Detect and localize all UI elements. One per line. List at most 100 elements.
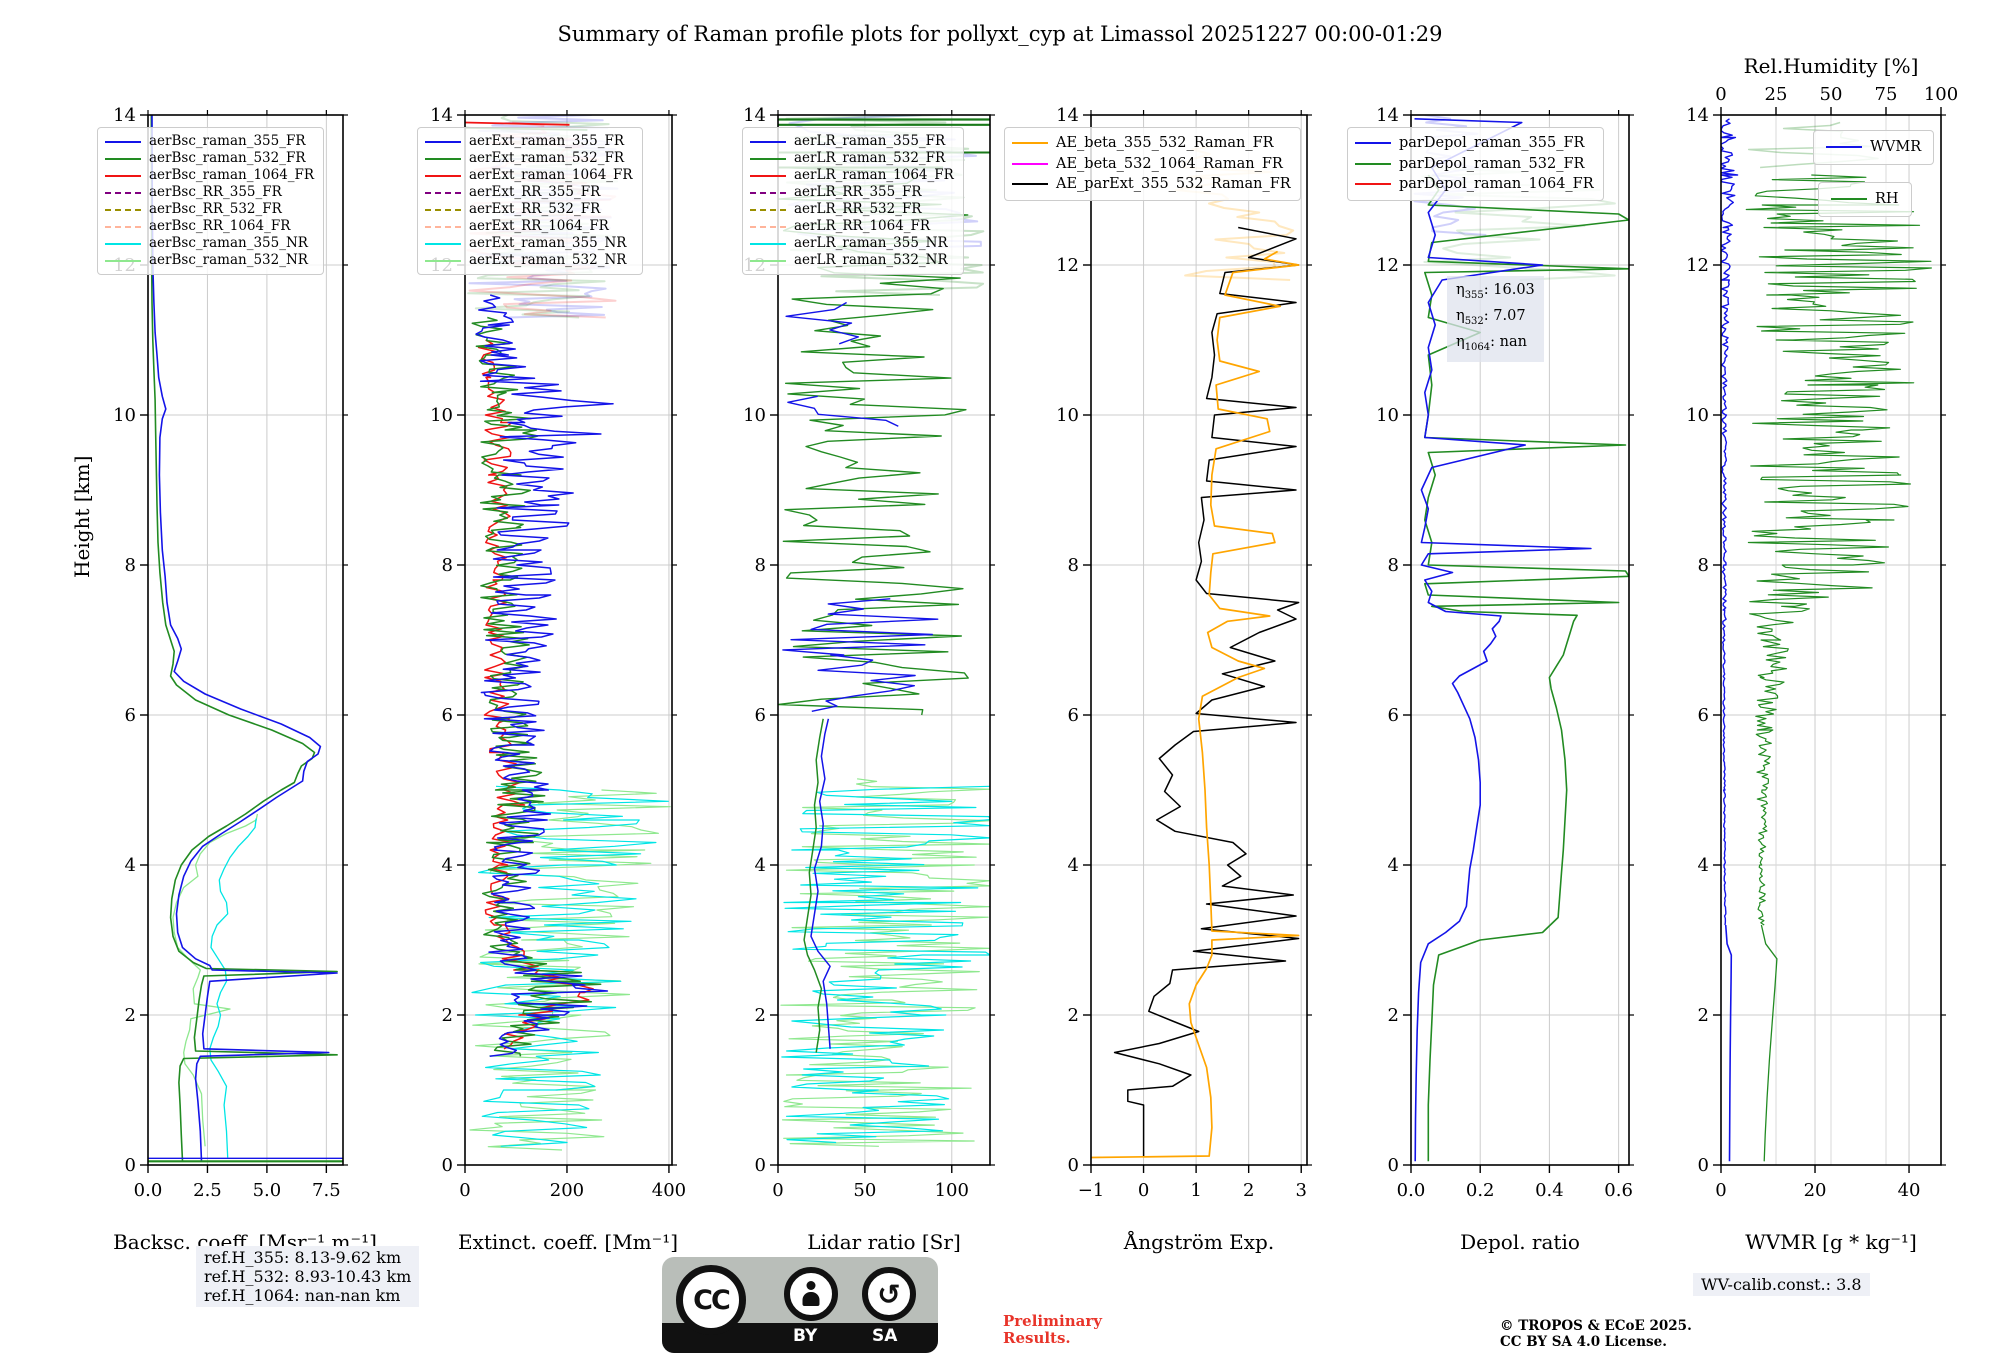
svg-text:8: 8: [442, 555, 453, 576]
legend-item: aerExt_raman_532_NR: [425, 252, 633, 269]
svg-text:400: 400: [652, 1180, 686, 1201]
svg-text:14: 14: [1376, 105, 1399, 126]
ref-h-355: ref.H_355: 8.13-9.62 km: [204, 1248, 402, 1267]
legend-label: parDepol_raman_355_FR: [1399, 135, 1585, 151]
legend-wvmr-wvmr: WVMR: [1813, 130, 1935, 165]
svg-text:0: 0: [1715, 84, 1726, 105]
legend-line-sample: [750, 157, 786, 160]
svg-text:10: 10: [743, 405, 766, 426]
top-axis-label-rh: Rel.Humidity [%]: [1743, 54, 1919, 78]
legend-line-sample: [105, 157, 141, 160]
badge-sa-label: SA: [872, 1326, 898, 1346]
legend-item: aerBsc_raman_1064_FR: [105, 167, 314, 184]
legend-item: aerExt_raman_1064_FR: [425, 167, 633, 184]
ref-h-532: ref.H_532: 8.93-10.43 km: [204, 1267, 412, 1286]
svg-text:25: 25: [1765, 84, 1788, 105]
svg-text:12: 12: [1376, 255, 1399, 276]
series-WVMR: [1721, 118, 1739, 926]
svg-text:10: 10: [1686, 405, 1709, 426]
legend-line-sample: [1831, 198, 1867, 201]
svg-text:3: 3: [1295, 1180, 1306, 1201]
legend-line-sample: [1355, 183, 1391, 186]
legend-label: AE_beta_532_1064_Raman_FR: [1056, 155, 1283, 172]
series-RH_low: [1760, 924, 1778, 1162]
svg-text:6: 6: [1388, 705, 1399, 726]
share-alike-icon: ↺: [862, 1267, 916, 1321]
x-axis-label-angstroem: Ångström Exp.: [1123, 1230, 1275, 1254]
legend-item: AE_beta_532_1064_Raman_FR: [1012, 154, 1291, 175]
legend-label: parDepol_raman_532_FR: [1399, 155, 1585, 172]
svg-text:2: 2: [1068, 1005, 1079, 1026]
series-aerLR_raman_532_FR_low: [803, 718, 824, 1053]
legend-label: parDepol_raman_1064_FR: [1399, 176, 1594, 192]
svg-text:2: 2: [125, 1005, 136, 1026]
legend-line-sample: [425, 157, 461, 160]
series-aerExt_raman_532_NR: [469, 789, 671, 1151]
x-axis-label-extinction: Extinct. coeff. [Mm⁻¹]: [457, 1230, 679, 1254]
legend-line-sample: [425, 208, 461, 211]
legend-label: aerExt_RR_355_FR: [469, 184, 601, 200]
legend-line-sample: [105, 174, 141, 177]
series-aerBsc_raman_355_FR: [151, 115, 338, 1162]
svg-text:40: 40: [1898, 1180, 1921, 1201]
legend-label: AE_parExt_355_532_Raman_FR: [1056, 176, 1291, 192]
legend-label: aerLR_raman_532_NR: [794, 252, 948, 268]
series-aerLR_raman_355_FR_up1: [782, 598, 939, 712]
svg-text:8: 8: [1068, 555, 1079, 576]
svg-text:200: 200: [550, 1180, 584, 1201]
svg-text:50: 50: [1820, 84, 1843, 105]
svg-text:0: 0: [1715, 1180, 1726, 1201]
svg-text:4: 4: [1698, 855, 1709, 876]
legend-label: AE_beta_355_532_Raman_FR: [1056, 135, 1274, 151]
badge-by-label: BY: [793, 1326, 818, 1346]
svg-text:100: 100: [935, 1180, 969, 1201]
legend-item: aerExt_RR_532_FR: [425, 201, 633, 218]
legend-label: aerLR_RR_355_FR: [794, 184, 922, 200]
svg-text:20: 20: [1804, 1180, 1827, 1201]
svg-text:4: 4: [755, 855, 766, 876]
svg-text:14: 14: [1056, 105, 1079, 126]
legend-item: aerExt_RR_355_FR: [425, 184, 633, 201]
legend-item: aerBsc_RR_355_FR: [105, 184, 314, 201]
legend-item: AE_beta_355_532_Raman_FR: [1012, 133, 1291, 154]
svg-text:6: 6: [1698, 705, 1709, 726]
legend-label: aerLR_raman_532_FR: [794, 150, 946, 166]
legend-label: aerLR_raman_355_NR: [794, 235, 948, 251]
svg-text:4: 4: [442, 855, 453, 876]
legend-label: aerExt_RR_1064_FR: [469, 218, 609, 234]
wv-calibration-note: WV-calib.const.: 3.8: [1693, 1273, 1870, 1296]
legend-item: WVMR: [1826, 137, 1921, 158]
svg-text:5.0: 5.0: [253, 1180, 282, 1201]
legend-item: aerExt_raman_532_FR: [425, 150, 633, 167]
legend-item: aerBsc_raman_532_FR: [105, 150, 314, 167]
legend-item: aerExt_raman_355_NR: [425, 235, 633, 252]
legend-label: aerBsc_raman_532_FR: [149, 150, 306, 166]
legend-label: aerBsc_RR_355_FR: [149, 184, 282, 200]
svg-text:10: 10: [113, 405, 136, 426]
legend-item: aerLR_raman_1064_FR: [750, 167, 954, 184]
x-axis-label-lidar-ratio: Lidar ratio [Sr]: [807, 1230, 961, 1254]
legend-label: aerBsc_RR_532_FR: [149, 201, 282, 217]
legend-angstroem: AE_beta_355_532_Raman_FR AE_beta_532_1064…: [1004, 127, 1301, 201]
legend-label: aerLR_RR_532_FR: [794, 201, 922, 217]
legend-line-sample: [425, 191, 461, 194]
legend-label: aerLR_raman_355_FR: [794, 133, 946, 149]
svg-text:100: 100: [1924, 84, 1958, 105]
series-aerExt_raman_355_FR: [475, 294, 614, 1058]
legend-label: aerBsc_raman_355_NR: [149, 235, 308, 251]
svg-text:0.0: 0.0: [1397, 1180, 1426, 1201]
legend-item: parDepol_raman_355_FR: [1355, 133, 1594, 154]
legend-line-sample: [425, 259, 461, 262]
legend-line-sample: [105, 208, 141, 211]
legend-item: aerLR_RR_355_FR: [750, 184, 954, 201]
cc-icon: CC: [676, 1265, 746, 1335]
series-aerExt_raman_355_NR: [471, 785, 669, 1147]
legend-item: AE_parExt_355_532_Raman_FR: [1012, 174, 1291, 195]
legend-line-sample: [1355, 142, 1391, 145]
svg-text:4: 4: [1068, 855, 1079, 876]
legend-line-sample: [1826, 146, 1862, 149]
legend-item: parDepol_raman_1064_FR: [1355, 174, 1594, 195]
legend-line-sample: [105, 259, 141, 262]
legend-label: aerExt_raman_532_FR: [469, 150, 624, 166]
depol-calibration-annotation: η355: 16.03 η532: 7.07 η1064: nan: [1447, 276, 1544, 362]
